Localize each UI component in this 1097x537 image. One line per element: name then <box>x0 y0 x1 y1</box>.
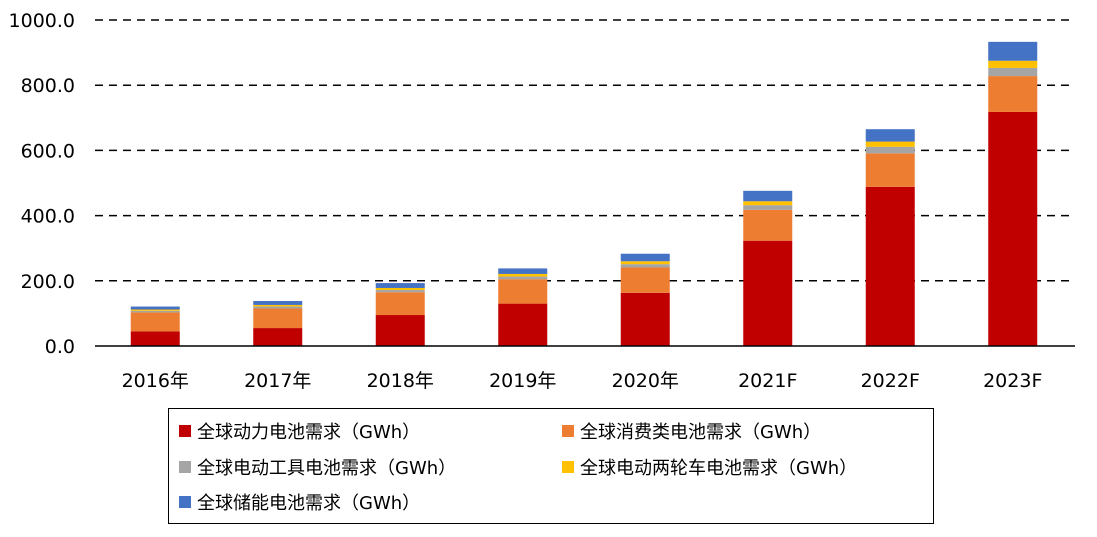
bar-segment <box>743 201 793 206</box>
bar-segment <box>253 308 303 329</box>
x-axis-ticks: 2016年 2017年 2018年 2019年 2020年 2021F 2022F 2023F <box>122 370 1043 392</box>
legend-swatch-storage-battery <box>179 496 191 508</box>
bar-segment <box>743 190 793 202</box>
bar-segment <box>130 310 180 313</box>
y-tick-label: 400.0 <box>21 206 75 228</box>
x-tick-label: 2019年 <box>489 370 556 392</box>
legend-item-two-wheeler-battery: 全球电动两轮车电池需求（GWh） <box>562 454 857 480</box>
bar-segment <box>253 301 303 305</box>
y-tick-label: 600.0 <box>21 140 75 162</box>
bar-segment <box>253 328 303 346</box>
x-tick-label: 2016年 <box>122 370 189 392</box>
legend-item-power-tool-battery: 全球电动工具电池需求（GWh） <box>179 454 456 480</box>
x-tick-label: 2021F <box>738 370 797 392</box>
y-tick-label: 800.0 <box>21 75 75 97</box>
stacked-bar-chart: 0.0 200.0 400.0 600.0 800.0 1000.0 2016年 2017年… <box>9 10 1075 392</box>
bar-segment <box>375 315 425 346</box>
bar-segment <box>130 331 180 346</box>
x-tick-label: 2022F <box>861 370 920 392</box>
x-tick-label: 2023F <box>983 370 1042 392</box>
legend-swatch-power-tool-battery <box>179 461 191 473</box>
bar-segment <box>988 41 1038 61</box>
legend-item-consumer-battery: 全球消费类电池需求（GWh） <box>562 418 821 444</box>
bar-segment <box>498 303 548 346</box>
bar-segment <box>865 129 915 142</box>
bar-segment <box>620 253 670 262</box>
bar-segment <box>620 264 670 268</box>
bar-segment <box>375 289 425 293</box>
bar-segment <box>253 304 303 307</box>
bar-segment <box>620 261 670 265</box>
legend-swatch-two-wheeler-battery <box>562 461 574 473</box>
bar-segment <box>498 273 548 277</box>
bar-segment <box>620 267 670 293</box>
bar-segment <box>498 276 548 280</box>
legend-label-power-battery: 全球动力电池需求（GWh） <box>197 422 421 443</box>
bar-segment <box>988 76 1038 112</box>
bar-segment <box>988 67 1038 77</box>
y-tick-label: 1000.0 <box>9 10 75 32</box>
bar-segment <box>375 287 425 290</box>
x-tick-label: 2017年 <box>244 370 311 392</box>
bar-segment <box>498 268 548 274</box>
bars <box>130 41 1038 346</box>
bar-segment <box>375 292 425 316</box>
legend-item-power-battery: 全球动力电池需求（GWh） <box>179 418 420 444</box>
bar-segment <box>865 153 915 187</box>
bar-segment <box>865 146 915 154</box>
legend-label-power-tool-battery: 全球电动工具电池需求（GWh） <box>197 458 457 479</box>
legend-swatch-consumer-battery <box>562 425 574 437</box>
legend-label-two-wheeler-battery: 全球电动两轮车电池需求（GWh） <box>580 458 858 479</box>
bar-segment <box>988 60 1038 68</box>
bar-segment <box>375 283 425 288</box>
bar-segment <box>865 186 915 346</box>
bar-segment <box>988 111 1038 346</box>
gridlines <box>95 19 1075 282</box>
bar-segment <box>130 312 180 332</box>
legend-swatch-power-battery <box>179 425 191 437</box>
bar-segment <box>620 292 670 346</box>
bar-segment <box>743 240 793 346</box>
x-tick-label: 2018年 <box>367 370 434 392</box>
legend-item-storage-battery: 全球储能电池需求（GWh） <box>179 489 420 515</box>
bar-segment <box>130 309 180 311</box>
bar-segment <box>130 306 180 310</box>
bar-segment <box>865 141 915 147</box>
bar-segment <box>743 205 793 210</box>
x-tick-label: 2020年 <box>612 370 679 392</box>
y-tick-label: 200.0 <box>21 271 75 293</box>
bar-segment <box>498 279 548 304</box>
y-tick-label: 0.0 <box>45 336 75 358</box>
y-axis-ticks: 0.0 200.0 400.0 600.0 800.0 1000.0 <box>9 10 75 358</box>
bar-segment <box>743 209 793 241</box>
legend-label-storage-battery: 全球储能电池需求（GWh） <box>197 493 421 514</box>
legend-label-consumer-battery: 全球消费类电池需求（GWh） <box>580 422 822 443</box>
bar-segment <box>253 306 303 309</box>
legend: 全球动力电池需求（GWh） 全球消费类电池需求（GWh） 全球电动工具电池需求（… <box>168 408 934 524</box>
